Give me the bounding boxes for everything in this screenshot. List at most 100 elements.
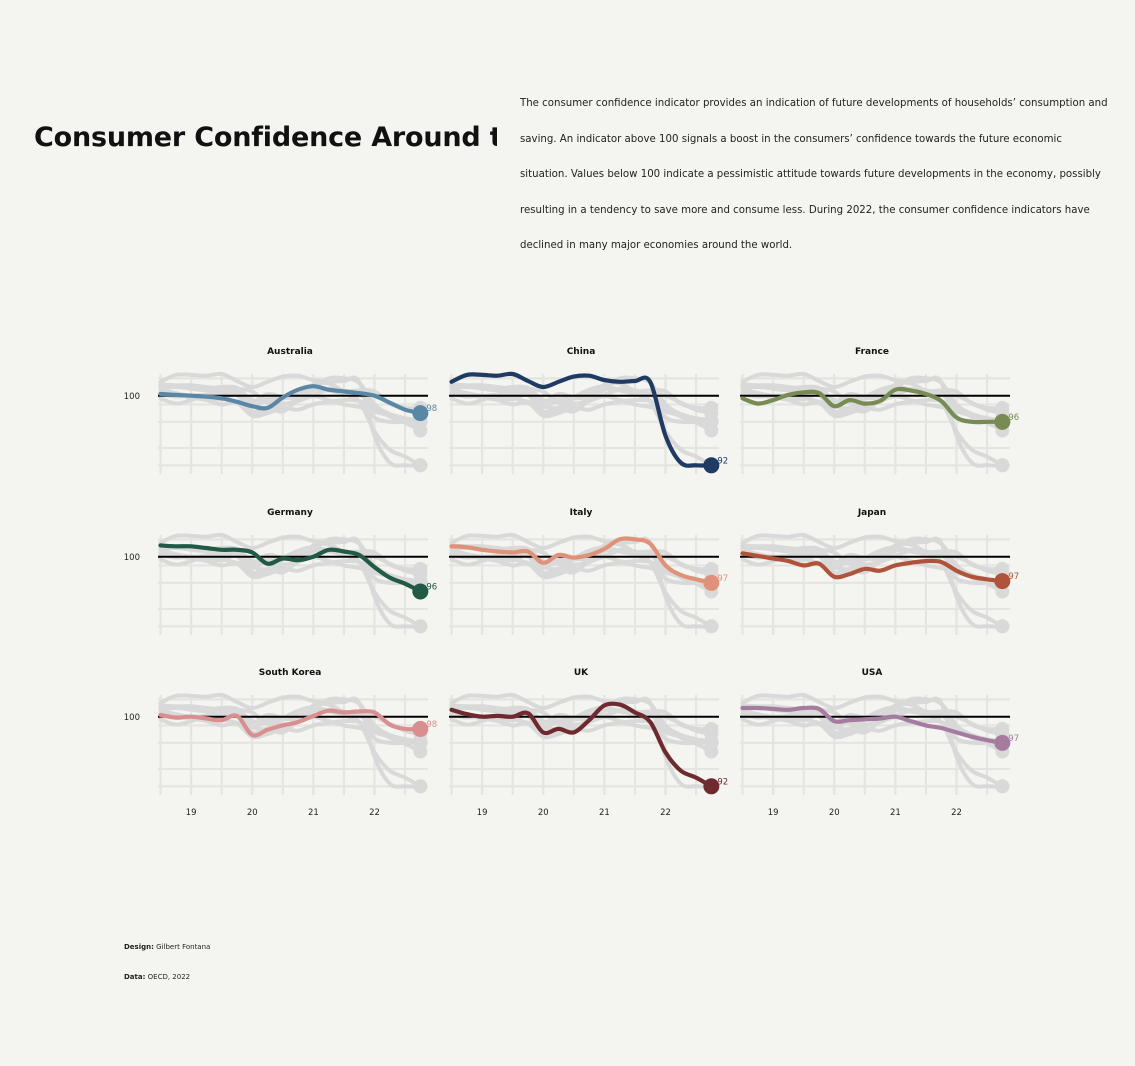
page-title: Consumer Confidence Around the World [34,122,497,153]
series-end-label: 92 [717,456,728,466]
series-line [158,384,423,416]
context-line [740,548,1005,578]
context-end-point [704,414,719,429]
context-line [158,692,423,789]
design-credit-label: Design: [124,943,154,951]
title-container: Consumer Confidence Around the World [34,118,497,162]
context-line [740,371,1005,468]
context-end-point [995,721,1010,736]
y-tick-label: 100 [124,553,140,563]
x-tick-label: 21 [308,808,319,818]
series-line [449,701,714,789]
series-line [740,386,1005,425]
context-end-point [704,721,719,736]
grid [158,374,428,474]
panel-uk: 92 UK 19 20 21 22 [449,668,728,818]
context-end-point [413,458,428,473]
context-line [158,371,423,468]
series-end-point [412,720,429,737]
context-end-point [413,735,428,750]
series-end-label: 98 [426,720,437,730]
panel-title: Japan [857,508,886,518]
panel-usa: 97 USA 19 20 21 22 [740,668,1019,818]
context-line [449,384,714,424]
y-tick-label: 100 [124,392,140,402]
context-end-point [995,561,1010,576]
subtitle-line: resulting in a tendency to save more and… [520,204,1090,216]
subtitle-line: The consumer confidence indicator provid… [520,98,1108,109]
context-line [158,384,423,424]
context-line [158,548,423,578]
panel-japan: 97 Japan [740,508,1019,635]
panel-china: 92 China [449,347,728,474]
series-end-label: 97 [717,574,728,584]
data-credit-label: Data: [124,973,146,981]
design-credit: Design: Gilbert Fontana [124,943,210,951]
context-end-point [704,561,719,576]
panel-title: South Korea [259,668,322,678]
subtitle-line: situation. Values below 100 indicate a p… [520,169,1101,180]
x-tick-label: 21 [890,808,901,818]
series-end-label: 92 [717,777,728,787]
series-line [158,708,423,738]
series-line [449,536,714,585]
context-end-point [704,400,719,415]
context-line [158,705,423,745]
series-line [158,543,423,594]
x-tick-label: 22 [660,808,671,818]
x-tick-label: 19 [768,808,779,818]
series-end-label: 97 [1008,734,1019,744]
context-end-point [995,400,1010,415]
context-line [158,532,423,629]
context-line [740,692,1005,789]
context-line [449,708,714,738]
design-credit-value: Gilbert Fontana [156,943,211,951]
panel-title: USA [862,668,883,678]
series-end-label: 96 [1008,413,1019,423]
context-end-point [995,619,1010,634]
subtitle-line: declined in many major economies around … [520,240,793,251]
panel-south-korea: 98 South Korea 100 19 20 21 22 [124,668,437,818]
x-tick-label: 20 [829,808,840,818]
series-end-point [994,734,1011,751]
context-line [449,705,714,745]
panel-title: Australia [267,347,313,357]
x-tick-label: 19 [186,808,197,818]
data-credit: Data: OECD, 2022 [124,973,190,981]
panel-title: France [855,347,889,357]
series-end-point [703,778,720,795]
context-line [740,708,1005,738]
context-line [449,692,714,789]
context-line [449,532,714,629]
context-line [740,384,1005,424]
x-tick-label: 20 [538,808,549,818]
context-line [449,387,714,417]
subtitle: The consumer confidence indicator provid… [520,86,1108,264]
x-tick-label: 20 [247,808,258,818]
panel-title: China [567,347,596,357]
series-line [740,551,1005,584]
context-end-point [413,619,428,634]
series-line [449,371,714,468]
series-line [740,705,1005,745]
series-end-point [412,583,429,600]
context-end-point [704,619,719,634]
panel-italy: 97 Italy [449,508,728,635]
x-tick-label: 22 [369,808,380,818]
context-line [449,548,714,578]
panel-germany: 96 Germany 100 [124,508,437,635]
series-end-point [703,457,720,474]
x-tick-label: 19 [477,808,488,818]
series-end-label: 96 [426,583,437,593]
panel-title: Italy [570,508,593,518]
series-end-label: 98 [426,404,437,414]
x-tick-label: 22 [951,808,962,818]
x-tick-label: 21 [599,808,610,818]
series-end-label: 97 [1008,572,1019,582]
y-tick-label: 100 [124,713,140,723]
series-end-point [703,574,720,591]
context-line [740,532,1005,629]
panel-title: UK [574,668,589,678]
panel-australia: 98 Australia 100 [124,347,437,474]
